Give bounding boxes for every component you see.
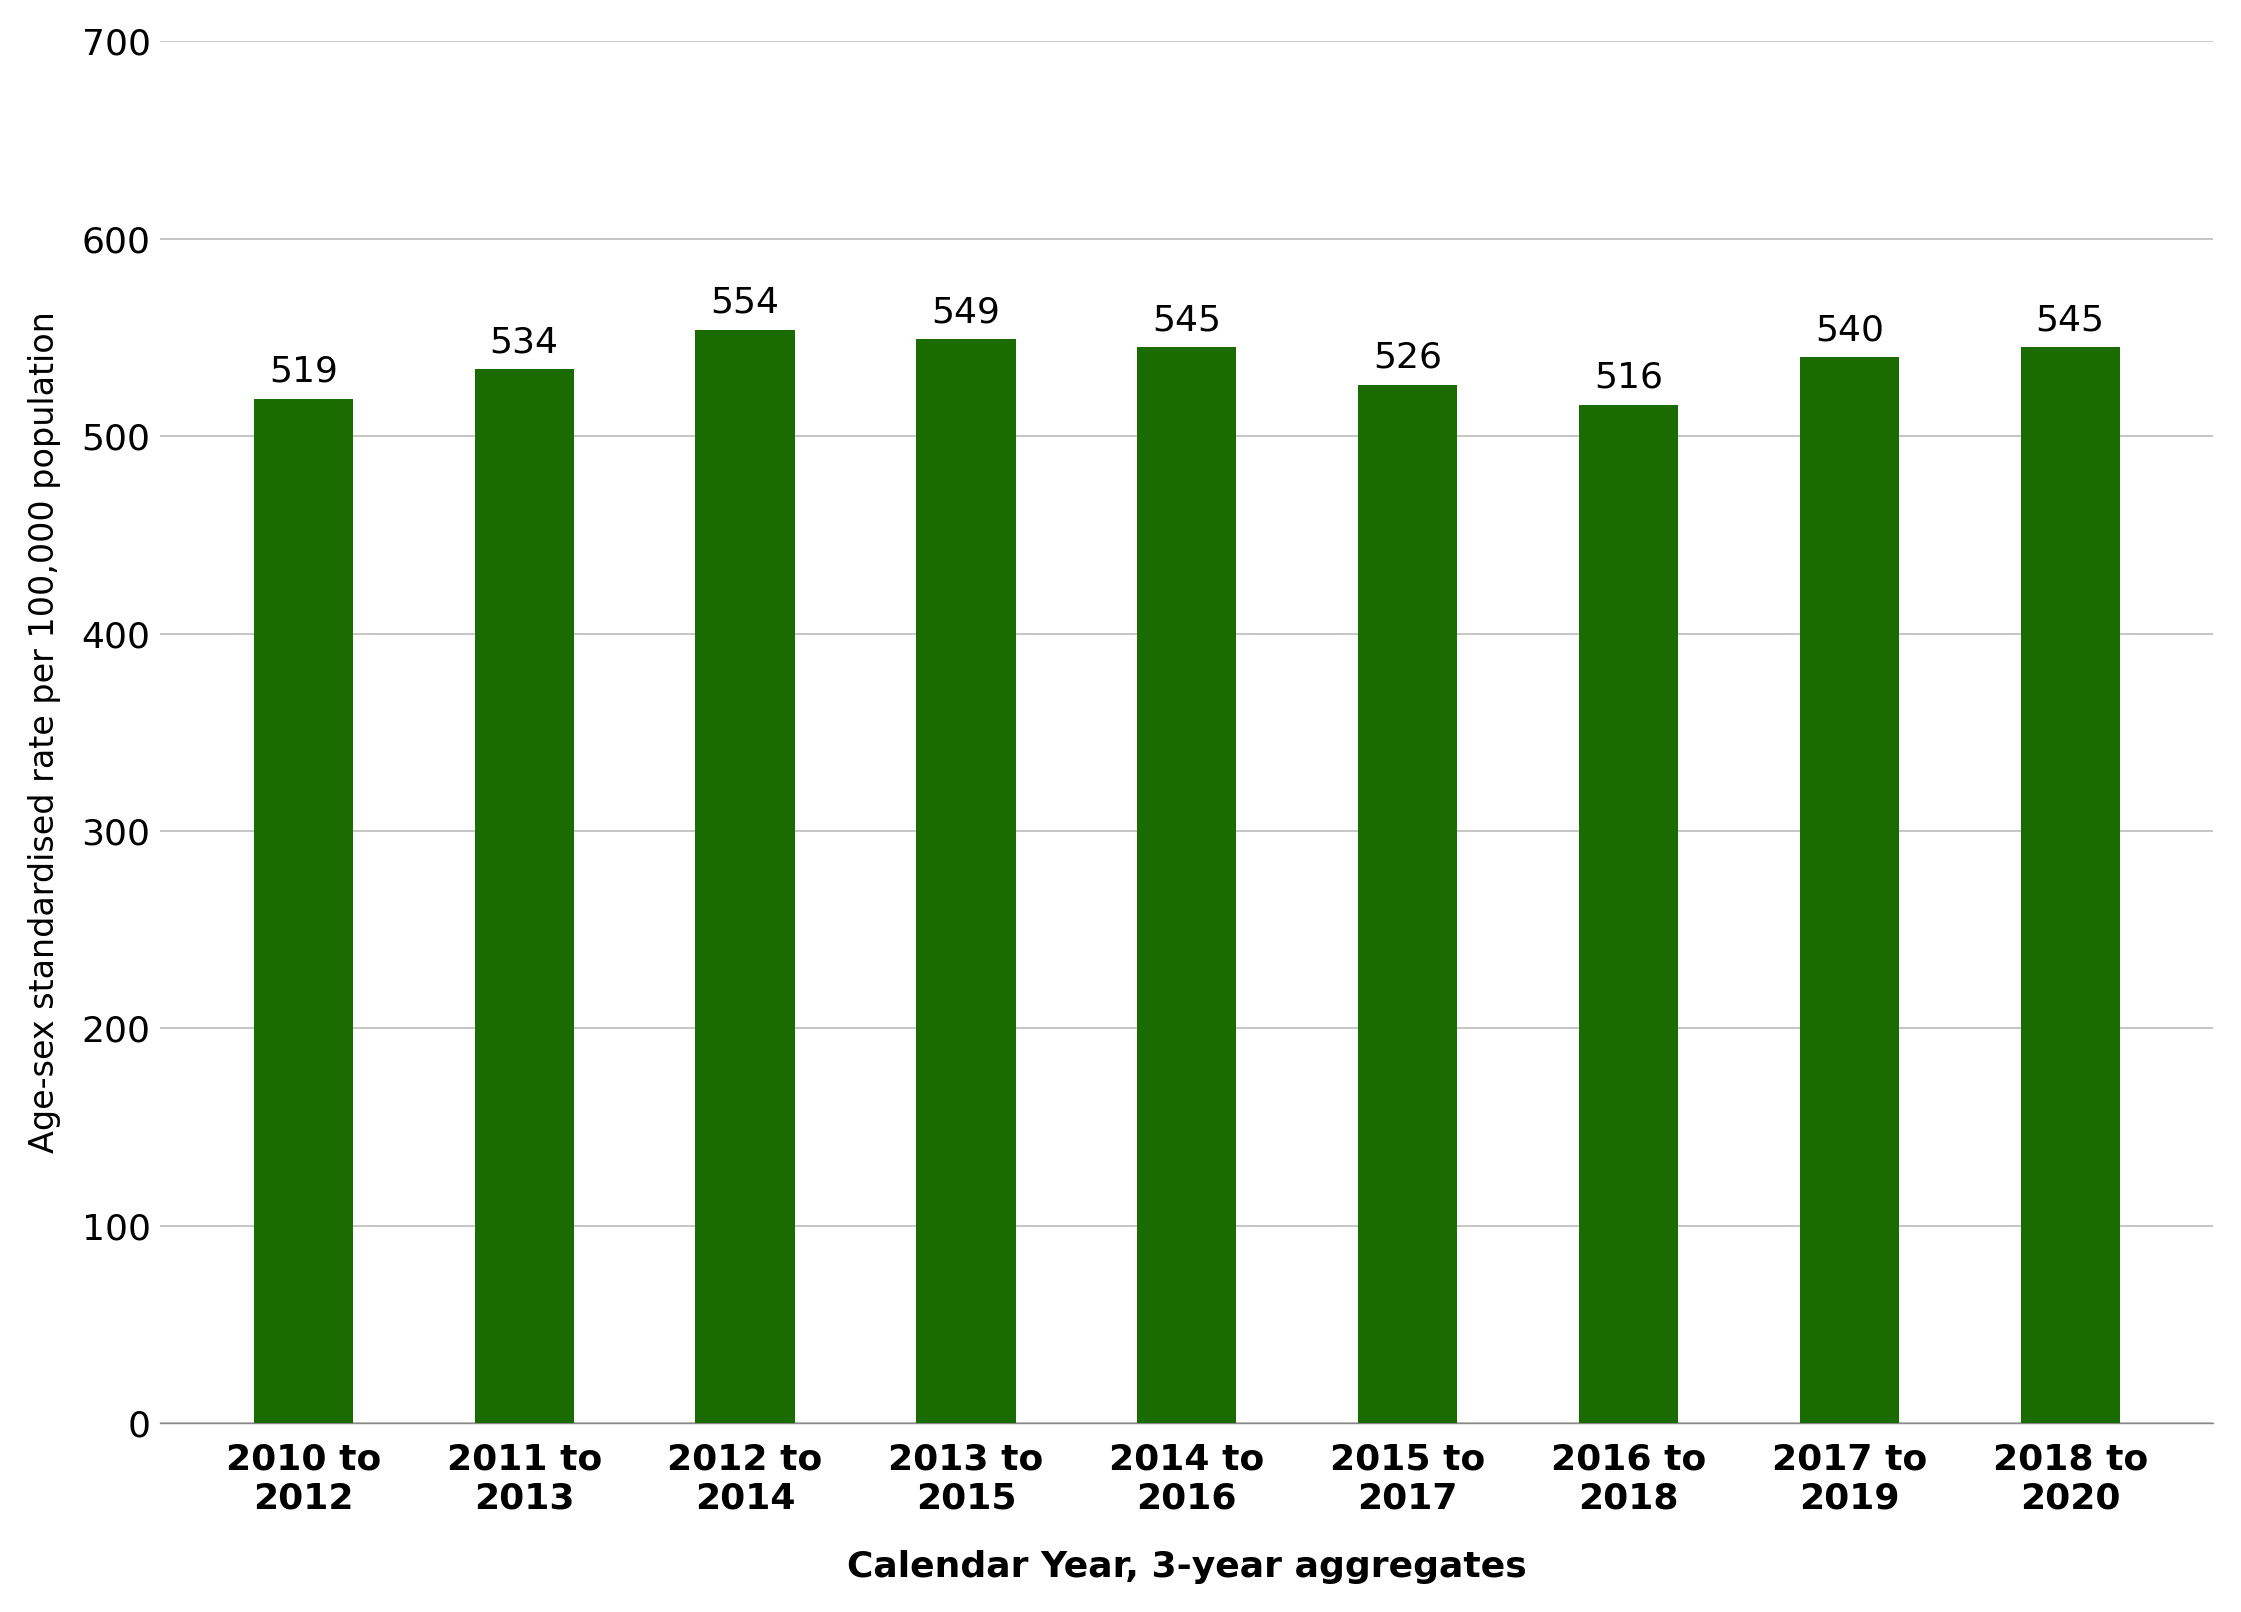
Bar <box>1358 385 1457 1423</box>
Bar <box>917 340 1015 1423</box>
Text: 549: 549 <box>932 295 999 329</box>
Bar <box>695 329 796 1423</box>
Bar <box>1136 347 1237 1423</box>
Text: 519: 519 <box>269 355 338 388</box>
Bar <box>475 369 574 1423</box>
Text: 540: 540 <box>1815 313 1885 347</box>
Y-axis label: Age-sex standardised rate per 100,000 population: Age-sex standardised rate per 100,000 po… <box>27 311 61 1153</box>
Bar <box>253 398 354 1423</box>
Bar <box>1800 358 1898 1423</box>
Bar <box>1580 405 1679 1423</box>
Text: 516: 516 <box>1593 361 1663 395</box>
Text: 545: 545 <box>2035 303 2104 337</box>
Text: 545: 545 <box>1152 303 1221 337</box>
Text: 554: 554 <box>710 285 780 319</box>
Text: 534: 534 <box>491 326 558 359</box>
Text: 526: 526 <box>1374 342 1443 376</box>
X-axis label: Calendar Year, 3-year aggregates: Calendar Year, 3-year aggregates <box>847 1551 1526 1585</box>
Bar <box>2021 347 2120 1423</box>
